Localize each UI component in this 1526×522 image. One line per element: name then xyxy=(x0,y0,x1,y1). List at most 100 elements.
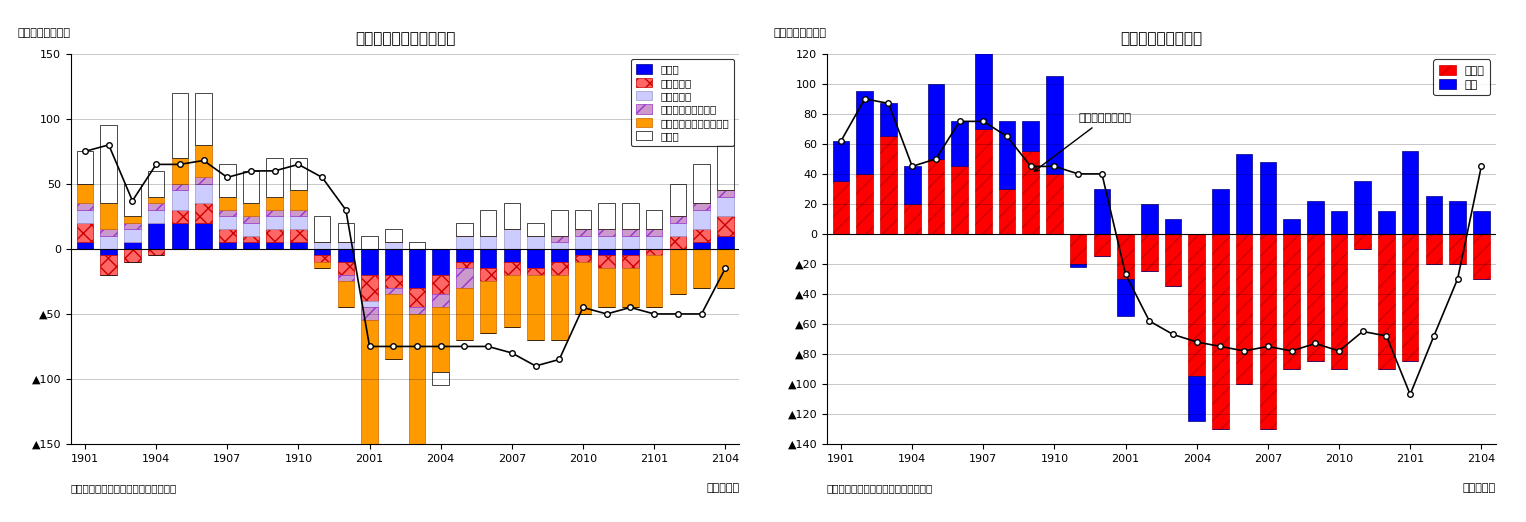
Bar xyxy=(575,210,591,229)
Bar xyxy=(504,249,520,262)
Bar xyxy=(670,249,687,294)
Bar xyxy=(290,158,307,191)
Bar xyxy=(1402,151,1419,234)
Bar xyxy=(1283,219,1300,234)
Bar xyxy=(528,268,543,275)
Bar xyxy=(645,229,662,236)
Bar xyxy=(195,223,212,249)
Bar xyxy=(598,255,615,268)
Bar xyxy=(432,275,449,294)
Bar xyxy=(1212,189,1228,234)
Bar xyxy=(528,249,543,268)
Bar xyxy=(881,136,897,234)
Bar xyxy=(1022,122,1039,151)
Bar xyxy=(267,158,282,197)
Bar xyxy=(551,262,568,275)
Bar xyxy=(1164,234,1181,287)
Bar xyxy=(1473,211,1489,234)
Bar xyxy=(717,249,734,288)
Bar xyxy=(1022,151,1039,234)
Bar xyxy=(1425,196,1442,234)
Bar xyxy=(76,210,93,223)
Bar xyxy=(385,275,401,288)
Bar xyxy=(693,164,710,204)
Bar xyxy=(1070,234,1087,264)
Bar xyxy=(528,275,543,340)
Bar xyxy=(623,249,639,255)
Bar xyxy=(432,307,449,373)
Bar xyxy=(101,204,118,229)
Bar xyxy=(670,184,687,217)
Bar xyxy=(693,204,710,210)
Bar xyxy=(456,236,473,249)
Bar xyxy=(575,229,591,236)
Bar xyxy=(623,255,639,268)
Bar xyxy=(456,249,473,262)
Bar xyxy=(1283,234,1300,369)
Bar xyxy=(598,268,615,307)
Bar xyxy=(362,301,378,307)
Bar xyxy=(148,249,165,255)
Bar xyxy=(337,242,354,249)
Bar xyxy=(243,236,259,242)
Bar xyxy=(928,159,945,234)
Bar xyxy=(362,236,378,249)
Bar xyxy=(975,129,992,234)
Bar xyxy=(670,217,687,223)
Bar xyxy=(1141,204,1158,234)
Bar xyxy=(693,210,710,229)
Bar xyxy=(528,223,543,236)
Bar xyxy=(975,16,992,129)
Bar xyxy=(504,275,520,327)
Bar xyxy=(385,288,401,294)
Bar xyxy=(479,210,496,236)
Bar xyxy=(101,125,118,204)
Bar xyxy=(575,236,591,249)
Bar xyxy=(717,236,734,249)
Bar xyxy=(693,229,710,242)
Bar xyxy=(598,229,615,236)
Bar xyxy=(881,103,897,136)
Bar xyxy=(290,217,307,229)
Bar xyxy=(504,229,520,249)
Bar xyxy=(409,249,426,288)
Bar xyxy=(76,184,93,204)
Bar xyxy=(1094,234,1111,256)
Bar xyxy=(243,242,259,249)
Bar xyxy=(1331,234,1347,369)
Bar xyxy=(171,184,188,191)
Bar xyxy=(670,236,687,249)
Bar xyxy=(267,217,282,229)
Bar xyxy=(148,223,165,249)
Bar xyxy=(314,262,331,268)
Bar xyxy=(243,217,259,223)
Bar xyxy=(1236,155,1253,234)
Bar xyxy=(623,204,639,229)
Bar xyxy=(124,217,140,223)
Bar xyxy=(148,210,165,223)
Bar xyxy=(1212,234,1228,429)
Bar xyxy=(314,242,331,249)
Bar xyxy=(1236,234,1253,384)
Text: （資料）総務省統計局「労働力調査」: （資料）総務省統計局「労働力調査」 xyxy=(70,483,177,493)
Bar xyxy=(1047,174,1062,234)
Bar xyxy=(220,210,235,217)
Bar xyxy=(171,93,188,158)
Legend: 製造業, 卸売・小売, 医療・福祉, 宿泊・飲食サービス, 生活関連サービス・娯楽, その他: 製造業, 卸売・小売, 医療・福祉, 宿泊・飲食サービス, 生活関連サービス・娯… xyxy=(632,59,734,147)
Bar xyxy=(220,197,235,210)
Bar xyxy=(998,122,1015,189)
Bar xyxy=(1070,264,1087,267)
Bar xyxy=(717,217,734,236)
Bar xyxy=(1047,76,1062,174)
Bar xyxy=(456,288,473,340)
Bar xyxy=(76,151,93,184)
Text: （年・月）: （年・月） xyxy=(707,483,740,493)
Bar xyxy=(623,236,639,249)
Title: 産業別・就業者数の推移: 産業別・就業者数の推移 xyxy=(356,31,455,46)
Bar xyxy=(409,307,426,314)
Bar xyxy=(195,177,212,184)
Bar xyxy=(1189,234,1206,376)
Bar xyxy=(645,210,662,229)
Bar xyxy=(645,236,662,249)
Bar xyxy=(1355,234,1370,249)
